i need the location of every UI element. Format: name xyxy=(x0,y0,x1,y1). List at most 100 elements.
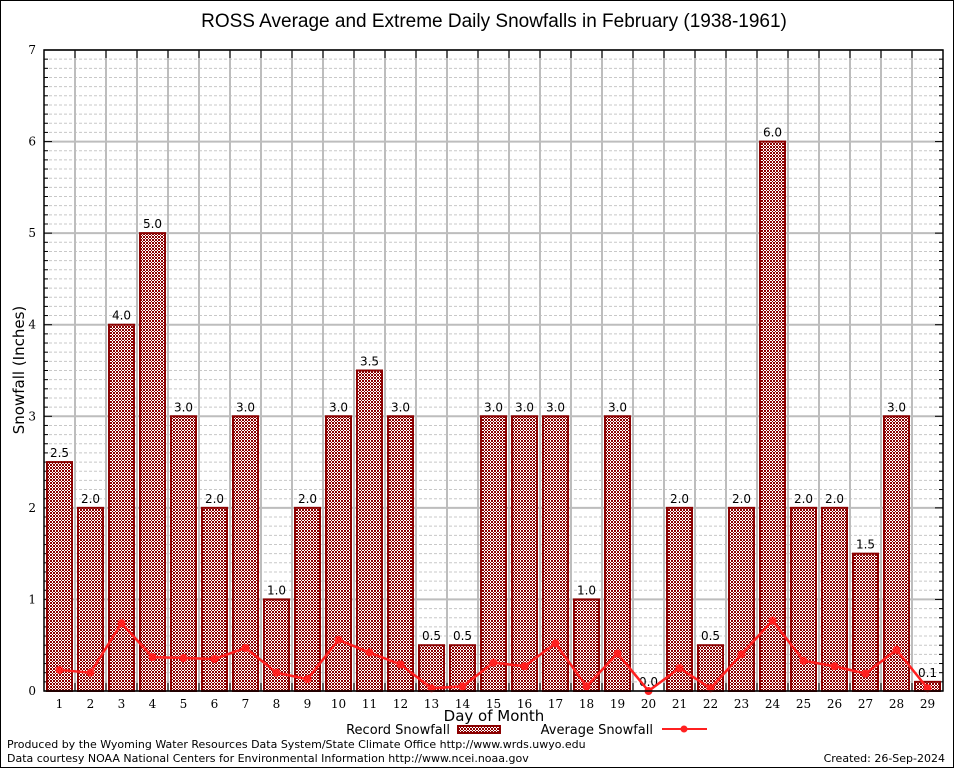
average-point xyxy=(830,662,839,671)
record-snowfall-bars xyxy=(46,140,941,693)
record-bar xyxy=(46,461,73,693)
legend-record-label: Record Snowfall xyxy=(346,723,450,738)
y-tick-label: 7 xyxy=(28,43,36,57)
y-tick-labels: 0 1 2 3 4 5 6 7 xyxy=(28,43,36,698)
x-tick-label: 9 xyxy=(304,697,312,711)
record-bar-label: 2.0 xyxy=(825,492,844,506)
x-tick-label: 6 xyxy=(211,697,219,711)
x-tick-label: 8 xyxy=(273,697,281,711)
record-bar xyxy=(480,415,507,692)
record-bar-label: 2.0 xyxy=(794,492,813,506)
legend: Record Snowfall Average Snowfall xyxy=(346,723,707,738)
average-point xyxy=(861,669,870,678)
x-tick-label: 2 xyxy=(87,697,95,711)
footer-created-date: Created: 26-Sep-2024 xyxy=(824,752,945,765)
x-tick-labels: 1 2 3 4 5 6 7 8 9 10 11 12 13 14 15 16 17 18 19 20 21 22 23 24 2… xyxy=(56,697,935,711)
x-tick-label: 23 xyxy=(734,697,749,711)
record-bar xyxy=(449,644,476,693)
record-bar xyxy=(294,506,321,692)
average-point xyxy=(55,665,64,674)
record-bar-label: 2.0 xyxy=(298,492,317,506)
x-tick-label: 7 xyxy=(242,697,250,711)
record-bar-label: 2.0 xyxy=(670,492,689,506)
x-tick-label: 27 xyxy=(858,697,873,711)
x-tick-label: 17 xyxy=(548,697,563,711)
x-tick-label: 26 xyxy=(827,697,842,711)
average-point xyxy=(303,675,312,684)
footer-produced-by: Produced by the Wyoming Water Resources … xyxy=(7,738,586,751)
x-tick-label: 16 xyxy=(517,697,532,711)
average-point xyxy=(396,660,405,669)
record-bar-label: 3.0 xyxy=(391,400,410,414)
record-bar xyxy=(697,644,724,693)
average-point xyxy=(551,639,560,648)
y-tick-label: 4 xyxy=(28,318,36,332)
record-bar-label: 3.0 xyxy=(515,400,534,414)
x-tick-label: 15 xyxy=(486,697,501,711)
record-bar-label: 6.0 xyxy=(763,126,782,140)
record-bar-label: 3.0 xyxy=(329,400,348,414)
average-point xyxy=(272,668,281,677)
record-snowfall-labels: 2.5 2.0 4.0 5.0 3.0 2.0 3.0 1.0 2.0 3.0 3.5 3.0 0.5 0… xyxy=(50,126,937,689)
y-tick-label: 1 xyxy=(28,592,36,606)
record-bar xyxy=(387,415,414,692)
legend-average-label: Average Snowfall xyxy=(541,723,653,738)
x-tick-label: 21 xyxy=(672,697,687,711)
average-point xyxy=(520,662,529,671)
record-bar-label: 0.1 xyxy=(918,666,937,680)
y-tick-label: 3 xyxy=(28,409,36,423)
x-tick-label: 11 xyxy=(362,697,377,711)
record-bar xyxy=(604,415,631,692)
record-bar xyxy=(883,415,910,692)
footer-data-courtesy: Data courtesy NOAA National Centers for … xyxy=(7,752,529,765)
x-tick-label: 25 xyxy=(796,697,811,711)
average-point xyxy=(737,650,746,659)
x-tick-label: 13 xyxy=(424,697,439,711)
average-point xyxy=(675,664,684,673)
record-bar-label: 3.0 xyxy=(887,400,906,414)
record-bar-label: 4.0 xyxy=(112,309,131,323)
record-bar xyxy=(139,232,166,692)
record-bar-label: 3.0 xyxy=(174,400,193,414)
record-bar xyxy=(77,506,104,692)
record-bar xyxy=(511,415,538,692)
x-tick-label: 12 xyxy=(393,697,408,711)
record-bar xyxy=(356,369,383,692)
y-tick-label: 0 xyxy=(28,684,36,698)
legend-average-marker xyxy=(680,725,688,733)
x-tick-label: 3 xyxy=(118,697,126,711)
record-bar-label: 3.0 xyxy=(236,400,255,414)
record-bar xyxy=(418,644,445,693)
y-tick-label: 6 xyxy=(28,135,36,149)
record-bar xyxy=(759,140,786,693)
average-point xyxy=(768,616,777,625)
average-point xyxy=(582,682,591,691)
record-bar-label: 2.5 xyxy=(50,446,69,460)
x-tick-label: 19 xyxy=(610,697,625,711)
legend-record-swatch xyxy=(457,725,501,734)
average-point xyxy=(117,619,126,628)
record-bar xyxy=(201,506,228,692)
x-tick-label: 10 xyxy=(331,697,346,711)
average-snowfall-line xyxy=(55,616,932,695)
average-point xyxy=(179,654,188,663)
record-bar-label: 1.0 xyxy=(577,583,596,597)
record-bar xyxy=(728,506,755,692)
x-axis-label: Day of Month xyxy=(444,707,545,725)
record-bar-label: 1.0 xyxy=(267,583,286,597)
axes xyxy=(43,49,944,692)
average-point xyxy=(334,635,343,644)
average-point xyxy=(148,653,157,662)
plot-area-border xyxy=(43,49,944,692)
record-bar-label: 2.0 xyxy=(81,492,100,506)
record-bar xyxy=(821,506,848,692)
x-tick-label: 29 xyxy=(920,697,935,711)
record-bar-label: 1.5 xyxy=(856,538,875,552)
average-point xyxy=(241,643,250,652)
record-bar-label: 2.0 xyxy=(205,492,224,506)
record-bar-label: 3.0 xyxy=(484,400,503,414)
x-tick-label: 5 xyxy=(180,697,188,711)
average-point xyxy=(489,658,498,667)
average-point xyxy=(86,668,95,677)
